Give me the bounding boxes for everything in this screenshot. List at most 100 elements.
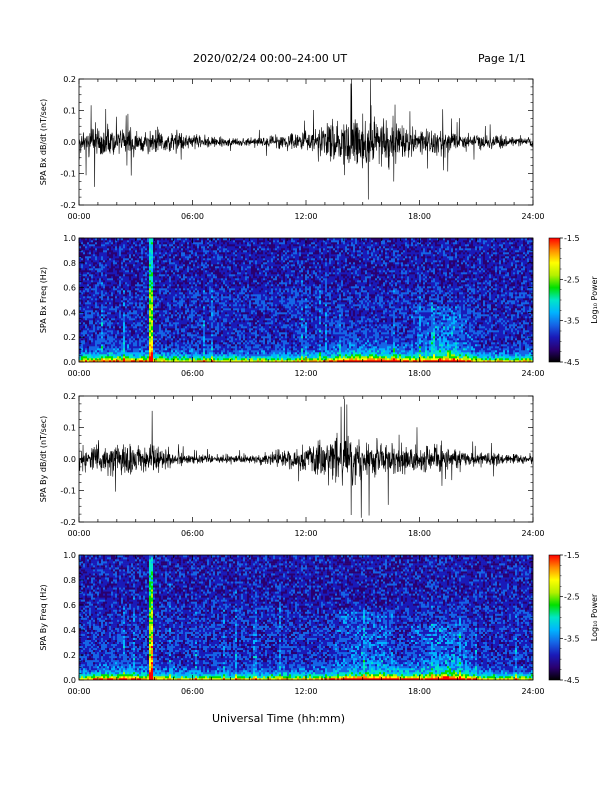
spectrogram-cell	[173, 244, 176, 247]
spectrogram-cell	[97, 334, 100, 337]
spectrogram-cell	[127, 250, 130, 253]
spectrogram-cell	[157, 294, 160, 297]
spectrogram-cell	[149, 356, 152, 359]
spectrogram-cell	[167, 244, 170, 247]
spectrogram-cell	[223, 336, 226, 339]
spectrogram-cell	[149, 294, 152, 297]
spectrogram-cell	[161, 356, 164, 359]
spectrogram-cell	[127, 248, 130, 251]
spectrogram-cell	[223, 280, 226, 283]
spectrogram-cell	[189, 254, 192, 257]
spectrogram-cell	[153, 360, 156, 362]
spectrogram-cell	[153, 300, 156, 303]
spectrogram-cell	[235, 280, 238, 283]
spectrogram-cell	[113, 350, 116, 353]
spectrogram-cell	[191, 242, 194, 245]
spectrogram-cell	[123, 322, 126, 325]
spectrogram-cell	[125, 310, 128, 313]
spectrogram-cell	[111, 304, 114, 307]
spectrogram-cell	[161, 354, 164, 357]
spectrogram-cell	[153, 312, 156, 315]
spectrogram-cell	[225, 348, 228, 351]
spectrogram-cell	[181, 254, 184, 257]
spectrogram-cell	[161, 256, 164, 259]
spectrogram-cell	[205, 322, 208, 325]
spectrogram-cell	[155, 340, 158, 343]
spectrogram-cell	[121, 246, 124, 249]
spectrogram-cell	[99, 340, 102, 343]
spectrogram-cell	[233, 326, 236, 329]
spectrogram-cell	[115, 318, 118, 321]
spectrogram-cell	[89, 314, 92, 317]
spectrogram-cell	[121, 310, 124, 313]
spectrogram-cell	[199, 342, 202, 345]
spectrogram-cell	[181, 250, 184, 253]
spectrogram-cell	[85, 318, 88, 321]
spectrogram-cell	[167, 340, 170, 343]
spectrogram-cell	[149, 336, 152, 339]
spectrogram-cell	[219, 344, 222, 347]
spectrogram-cell	[185, 328, 188, 331]
spectrogram-cell	[103, 244, 106, 247]
spectrogram-cell	[199, 240, 202, 243]
spectrogram-cell	[97, 318, 100, 321]
spectrogram-cell	[81, 306, 84, 309]
spectrogram-cell	[111, 312, 114, 315]
spectrogram-cell	[79, 292, 82, 295]
spectrogram-cell	[225, 266, 228, 269]
spectrogram-cell	[191, 312, 194, 315]
spectrogram-cell	[231, 356, 234, 359]
spectrogram-cell	[233, 300, 236, 303]
spectrogram-cell	[99, 314, 102, 317]
spectrogram-cell	[161, 260, 164, 263]
spectrogram-cell	[163, 338, 166, 341]
spectrogram-cell	[169, 344, 172, 347]
spectrogram-cell	[101, 264, 104, 267]
spectrogram-cell	[101, 324, 104, 327]
spectrogram-cell	[189, 358, 192, 361]
spectrogram-cell	[211, 328, 214, 331]
spectrogram-cell	[119, 300, 122, 303]
spectrogram-cell	[193, 282, 196, 285]
spectrogram-cell	[143, 266, 146, 269]
spectrogram-cell	[159, 332, 162, 335]
spectrogram-cell	[123, 346, 126, 349]
spectrogram-cell	[201, 278, 204, 281]
spectrogram-cell	[201, 350, 204, 353]
spectrogram-cell	[173, 278, 176, 281]
spectrogram-cell	[161, 360, 164, 362]
spectrogram-cell	[153, 292, 156, 295]
spectrogram-cell	[193, 248, 196, 251]
spectrogram-cell	[191, 352, 194, 355]
spectrogram-cell	[203, 274, 206, 277]
spectrogram-cell	[171, 260, 174, 263]
spectrogram-cell	[125, 242, 128, 245]
spectrogram-cell	[197, 268, 200, 271]
spectrogram-cell	[179, 238, 182, 241]
spectrogram-cell	[197, 350, 200, 353]
spectrogram-cell	[179, 248, 182, 251]
spectrogram-cell	[107, 308, 110, 311]
spectrogram-cell	[223, 276, 226, 279]
spectrogram-cell	[213, 310, 216, 313]
spectrogram-cell	[227, 318, 230, 321]
spectrogram-cell	[91, 270, 94, 273]
spectrogram-cell	[81, 304, 84, 307]
spectrogram-cell	[121, 322, 124, 325]
spectrogram-cell	[235, 342, 238, 345]
spectrogram-cell	[83, 300, 86, 303]
spectrogram-cell	[227, 244, 230, 247]
spectrogram-cell	[85, 272, 88, 275]
spectrogram-cell	[119, 312, 122, 315]
spectrogram-cell	[87, 246, 90, 249]
spectrogram-cell	[135, 240, 138, 243]
spectrogram-cell	[99, 244, 102, 247]
spectrogram-cell	[227, 330, 230, 333]
spectrogram-cell	[173, 264, 176, 267]
spectrogram-cell	[161, 316, 164, 319]
x-tick-label: 00:00	[67, 212, 90, 221]
spectrogram-cell	[219, 322, 222, 325]
spectrogram-cell	[227, 326, 230, 329]
spectrogram-cell	[147, 336, 150, 339]
spectrogram-cell	[215, 324, 218, 327]
